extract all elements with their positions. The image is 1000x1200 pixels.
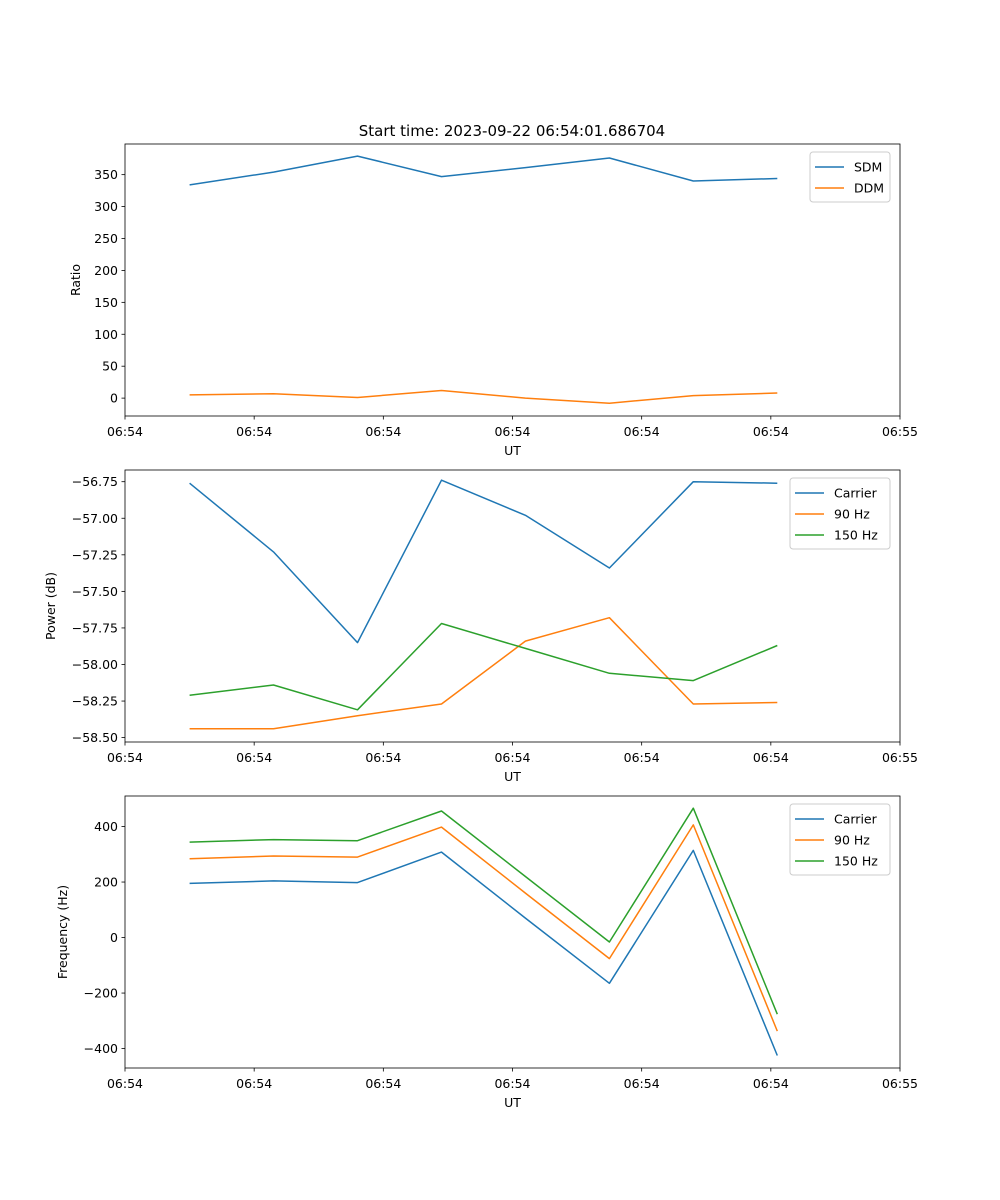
y-tick-label: 250 (94, 231, 118, 246)
series-line-ddm (189, 389, 778, 404)
x-tick-label: 06:55 (882, 750, 918, 765)
y-axis-label: Frequency (Hz) (55, 885, 70, 979)
y-tick-label: −57.50 (72, 584, 118, 599)
x-tick-label: 06:54 (107, 1076, 143, 1091)
x-tick-label: 06:54 (107, 424, 143, 439)
panel-3: 06:54 06:54 06:54 06:54 06:54 06:54 06:55 −400 −… (55, 795, 918, 1110)
x-axis-label: UT (504, 1095, 521, 1110)
x-axis-label: UT (504, 769, 521, 784)
x-tick-label: 06:54 (236, 750, 272, 765)
panels: 06:54 06:54 06:54 06:54 06:54 06:54 06:55 0 50 10… (43, 143, 918, 1110)
x-tick-label: 06:54 (107, 750, 143, 765)
y-tick-label: 350 (94, 167, 118, 182)
y-tick-label: −200 (84, 986, 118, 1001)
x-tick-label: 06:54 (494, 1076, 530, 1091)
y-tick-label: −56.75 (72, 474, 118, 489)
legend-box (789, 803, 891, 876)
x-tick-label: 06:55 (882, 424, 918, 439)
series-line-90-hz (189, 616, 778, 730)
legend: SDM DDM (809, 151, 891, 203)
x-tick-label: 06:54 (624, 1076, 660, 1091)
series-line-90-hz (189, 824, 778, 1032)
y-tick-label: 400 (94, 819, 118, 834)
figure-title: Start time: 2023-09-22 06:54:01.686704 (359, 122, 665, 140)
series-line-150-hz (189, 622, 778, 711)
panel-1: 06:54 06:54 06:54 06:54 06:54 06:54 06:55 0 50 10… (68, 143, 918, 458)
x-tick-label: 06:54 (365, 750, 401, 765)
y-tick-label: 100 (94, 327, 118, 342)
panel-2: 06:54 06:54 06:54 06:54 06:54 06:54 06:55 −58.5… (43, 469, 918, 784)
x-tick-label: 06:55 (882, 1076, 918, 1091)
x-tick-label: 06:54 (236, 1076, 272, 1091)
x-tick-label: 06:54 (365, 1076, 401, 1091)
legend-box (809, 151, 891, 203)
series-line-carrier (189, 849, 778, 1056)
x-tick-label: 06:54 (494, 424, 530, 439)
legend-box (789, 477, 891, 550)
y-tick-label: −57.00 (72, 511, 118, 526)
x-tick-label: 06:54 (494, 750, 530, 765)
x-tick-label: 06:54 (753, 424, 789, 439)
y-axis-label: Ratio (68, 264, 83, 296)
y-axis-label: Power (dB) (43, 572, 58, 640)
legend-label: DDM (854, 181, 884, 196)
legend-label: 150 Hz (834, 854, 878, 869)
y-tick-label: 300 (94, 199, 118, 214)
x-tick-label: 06:54 (236, 424, 272, 439)
y-tick-label: 0 (110, 930, 118, 945)
y-tick-label: 50 (102, 359, 118, 374)
y-tick-label: −58.25 (72, 694, 118, 709)
x-axis-label: UT (504, 443, 521, 458)
series-line-carrier (189, 479, 778, 644)
y-tick-label: −400 (84, 1041, 118, 1056)
legend: Carrier 90 Hz 150 Hz (789, 477, 891, 550)
legend-label: 90 Hz (834, 507, 870, 522)
y-tick-label: 0 (110, 391, 118, 406)
legend-label: 150 Hz (834, 528, 878, 543)
y-tick-label: 200 (94, 263, 118, 278)
legend: Carrier 90 Hz 150 Hz (789, 803, 891, 876)
y-tick-label: −57.25 (72, 547, 118, 562)
legend-label: Carrier (834, 486, 878, 501)
x-tick-label: 06:54 (753, 1076, 789, 1091)
x-tick-label: 06:54 (365, 424, 401, 439)
y-tick-label: 150 (94, 295, 118, 310)
y-tick-label: 200 (94, 875, 118, 890)
y-tick-label: −58.50 (72, 730, 118, 745)
legend-label: Carrier (834, 812, 878, 827)
y-tick-label: −57.75 (72, 620, 118, 635)
y-tick-label: −58.00 (72, 657, 118, 672)
x-tick-label: 06:54 (624, 424, 660, 439)
legend-label: 90 Hz (834, 833, 870, 848)
legend-label: SDM (854, 160, 882, 175)
series-line-sdm (189, 155, 778, 186)
series-line-150-hz (189, 807, 778, 1015)
x-tick-label: 06:54 (753, 750, 789, 765)
x-tick-label: 06:54 (624, 750, 660, 765)
